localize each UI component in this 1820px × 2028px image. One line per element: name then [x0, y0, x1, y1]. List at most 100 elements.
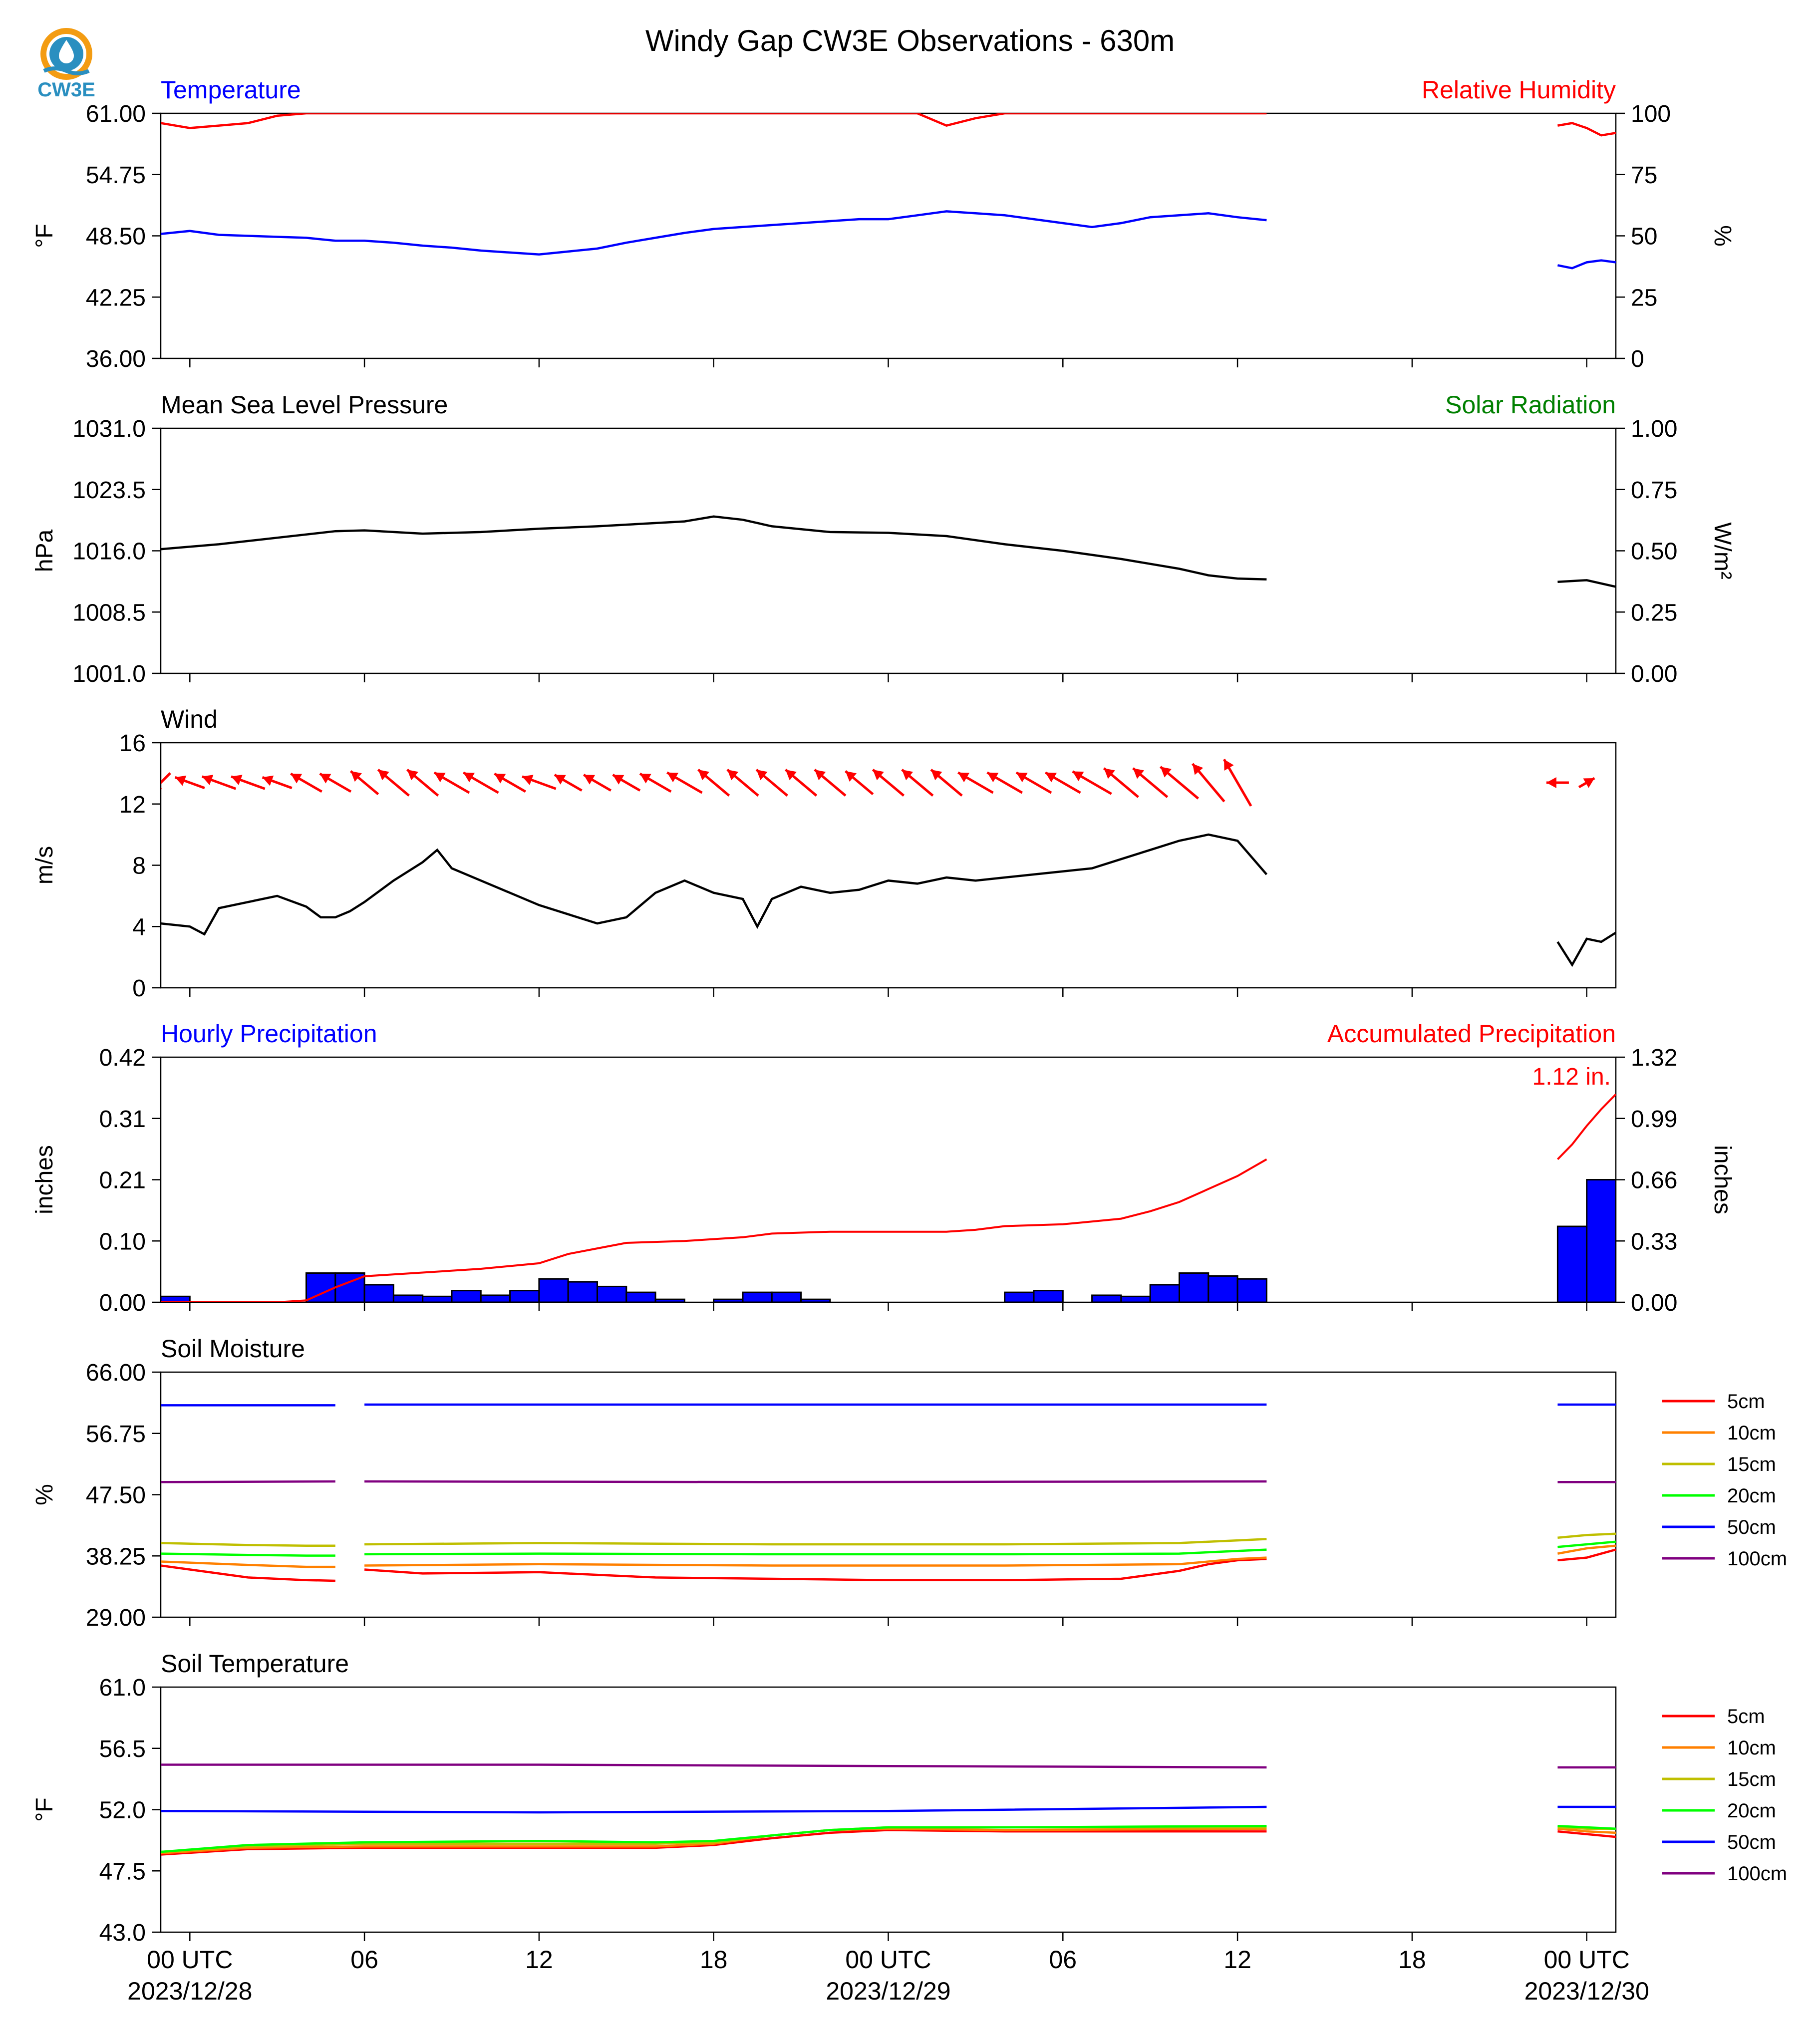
precip-bar: [625, 1291, 656, 1302]
panel-left-title: Wind: [161, 705, 218, 733]
wind-arrow-head: [522, 775, 534, 785]
precip-bar: [597, 1285, 627, 1302]
precip-bar: [422, 1295, 453, 1302]
wind-arrow-head: [231, 775, 243, 785]
series-line: [161, 1829, 1267, 1856]
precip-bar: [1208, 1275, 1238, 1302]
precip-bar: [800, 1298, 831, 1302]
y-tick-label: 42.25: [86, 285, 146, 311]
panel-left-title: Mean Sea Level Pressure: [161, 391, 448, 419]
y-tick-label: 1023.5: [72, 477, 146, 504]
precip-bar: [1236, 1278, 1267, 1302]
series-line: [161, 1827, 1267, 1855]
y-tick-label: 43.0: [99, 1920, 146, 1946]
panel-frame: [160, 112, 1617, 359]
wind-arrow-head: [1072, 771, 1084, 782]
legend-label: 100cm: [1727, 1863, 1787, 1885]
series-line: [161, 1480, 335, 1483]
y-tick-label: 16: [119, 730, 146, 757]
y-axis-label: inches: [31, 1145, 58, 1214]
panel-data: [161, 113, 1616, 270]
y-tick-label: 0.42: [99, 1045, 146, 1071]
panel-left-title: Temperature: [161, 76, 301, 104]
panel-right-title: Solar Radiation: [1445, 391, 1616, 419]
y-tick-label: 48.50: [86, 224, 146, 250]
series-line: [364, 1556, 1267, 1567]
precip-bar: [480, 1294, 511, 1302]
y2-tick-label: 50: [1631, 224, 1657, 250]
series-line: [161, 1564, 335, 1582]
series-line: [161, 1824, 1267, 1853]
wind-arrow-head: [1045, 772, 1057, 783]
legend-label: 5cm: [1727, 1391, 1765, 1413]
panel-5: Soil Moisture 66.00 56.75 47.50 38.25 29.00% 5…: [31, 1335, 1787, 1631]
y-tick-label: 1031.0: [72, 416, 146, 442]
y2-tick-label: 0.33: [1631, 1228, 1677, 1255]
series-line: [1557, 259, 1616, 270]
precip-bar: [713, 1298, 744, 1302]
y-tick-label: 36.00: [86, 346, 146, 372]
y2-tick-label: 0.66: [1631, 1167, 1677, 1194]
wind-arrow-head: [873, 769, 884, 781]
series-line: [1556, 931, 1616, 967]
series-line: [161, 210, 1267, 256]
wind-arrow-head: [434, 772, 446, 783]
wind-arrow-head: [1160, 767, 1172, 778]
precip-bar: [363, 1284, 394, 1302]
cw3e-logo-icon: [40, 28, 92, 80]
panel-data: [161, 515, 1616, 588]
y-tick-label: 1001.0: [72, 661, 146, 687]
y2-tick-label: 100: [1631, 101, 1671, 127]
wind-arrow-head: [350, 771, 362, 782]
wind-arrow-head: [202, 775, 214, 785]
panel-frame: [160, 427, 1617, 674]
precip-bar: [1149, 1284, 1180, 1302]
precip-bar: [1091, 1294, 1122, 1302]
wind-arrow-head: [667, 772, 679, 783]
y2-axis-label: inches: [1709, 1145, 1736, 1214]
legend-label: 15cm: [1727, 1453, 1776, 1475]
y-tick-label: 0.00: [99, 1290, 146, 1316]
precip-bar: [1033, 1290, 1064, 1302]
series-line: [1557, 1830, 1616, 1838]
wind-arrow-head: [727, 769, 739, 781]
panel-right-title: Relative Humidity: [1422, 76, 1616, 104]
y-tick-label: 0: [132, 975, 146, 1002]
logo-text: CW3E: [37, 79, 95, 101]
panel-data: [161, 758, 1616, 967]
x-tick-label: 06: [1049, 1946, 1077, 1974]
y2-tick-label: 0: [1631, 346, 1644, 372]
y-axis-label: hPa: [31, 529, 58, 572]
wind-arrow-head: [902, 769, 913, 781]
accum-annotation: 1.12 in.: [1532, 1064, 1611, 1090]
wind-arrow-head: [463, 772, 475, 783]
precip-bar: [1004, 1291, 1035, 1302]
series-line: [1557, 1827, 1616, 1834]
legend-label: 20cm: [1727, 1485, 1776, 1507]
y-tick-label: 56.5: [99, 1736, 146, 1762]
series-line: [161, 1552, 335, 1557]
wind-arrow-head: [612, 775, 624, 785]
series-line: [364, 1548, 1267, 1556]
legend-label: 10cm: [1727, 1422, 1776, 1444]
wind-arrow-head: [291, 774, 303, 784]
y-tick-label: 54.75: [86, 162, 146, 189]
series-line: [161, 833, 1268, 936]
panel-left-title: Hourly Precipitation: [161, 1020, 377, 1048]
series-line: [161, 1805, 1267, 1814]
y-axis-label: m/s: [31, 846, 58, 884]
y-tick-label: 1008.5: [72, 599, 146, 626]
panel-frame: [160, 1686, 1617, 1933]
legend-label: 100cm: [1727, 1548, 1787, 1570]
panel-data: [161, 1763, 1616, 1856]
legend-label: 50cm: [1727, 1516, 1776, 1538]
y-tick-label: 0.21: [99, 1167, 146, 1194]
y-tick-label: 52.0: [99, 1797, 146, 1824]
panel-frame: [160, 1056, 1617, 1303]
y2-tick-label: 1.00: [1631, 416, 1677, 442]
y-axis-label: °F: [31, 1797, 58, 1822]
precip-bar: [567, 1281, 598, 1302]
y2-tick-label: 0.00: [1631, 1290, 1677, 1316]
